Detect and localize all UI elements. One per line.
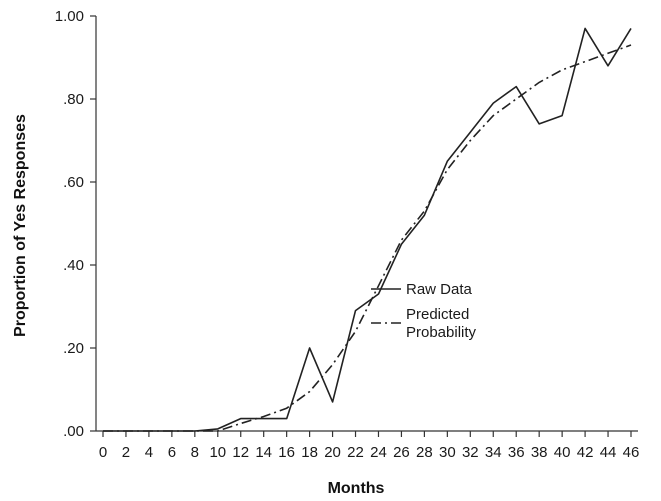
x-tick-label: 20 <box>324 444 341 461</box>
y-tick-label: .60 <box>63 174 84 191</box>
x-tick-label: 46 <box>623 444 640 461</box>
x-tick-label: 8 <box>191 444 199 461</box>
x-tick-label: 24 <box>370 444 387 461</box>
x-tick-label: 28 <box>416 444 433 461</box>
x-tick-label: 44 <box>600 444 617 461</box>
x-tick-label: 40 <box>554 444 571 461</box>
y-axis-title: Proportion of Yes Responses <box>12 114 29 337</box>
x-tick-label: 38 <box>531 444 548 461</box>
legend-label-0: Raw Data <box>406 281 473 298</box>
x-tick-label: 32 <box>462 444 479 461</box>
x-tick-label: 42 <box>577 444 594 461</box>
x-tick-label: 34 <box>485 444 502 461</box>
y-tick-label: 1.00 <box>55 8 84 25</box>
legend: Raw Data Predicted Probability <box>371 281 477 341</box>
x-tick-label: 26 <box>393 444 410 461</box>
x-tick-label: 4 <box>145 444 153 461</box>
y-tick-label: .00 <box>63 423 84 440</box>
x-tick-label: 12 <box>232 444 249 461</box>
x-tick-label: 6 <box>168 444 176 461</box>
x-tick-label: 10 <box>209 444 226 461</box>
x-tick-label: 2 <box>122 444 130 461</box>
x-tick-label: 36 <box>508 444 525 461</box>
x-tick-label: 30 <box>439 444 456 461</box>
y-tick-label: .80 <box>63 91 84 108</box>
x-tick-label: 0 <box>99 444 107 461</box>
tick-labels: .00.20.40.60.801.000 2 4 6 8 10 12 14 16 18 20 22 24… <box>55 8 640 461</box>
axes <box>90 15 638 437</box>
x-axis-title: Months <box>328 480 385 497</box>
series-lines <box>103 27 632 432</box>
legend-label-1: Predicted Probability <box>406 306 477 341</box>
y-tick-label: .20 <box>63 340 84 357</box>
series-line-1 <box>103 44 632 432</box>
x-tick-label: 18 <box>301 444 318 461</box>
legend-label-line: Raw Data <box>406 281 473 298</box>
x-tick-label: 16 <box>278 444 295 461</box>
series-line-0 <box>103 27 632 432</box>
x-tick-label: 14 <box>255 444 272 461</box>
x-tick-label: 22 <box>347 444 364 461</box>
legend-label-line: Probability <box>406 324 477 341</box>
y-tick-label: .40 <box>63 257 84 274</box>
legend-label-line: Predicted <box>406 306 469 323</box>
